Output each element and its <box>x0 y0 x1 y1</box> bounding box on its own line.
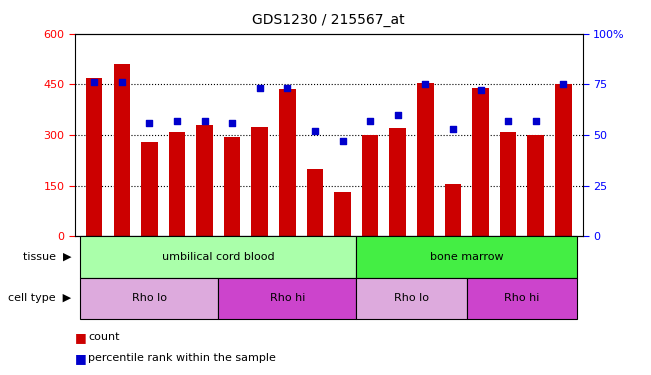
Point <box>475 87 486 93</box>
Point <box>144 120 154 126</box>
Bar <box>356 236 577 278</box>
Bar <box>467 278 577 319</box>
Bar <box>80 278 218 319</box>
Point <box>531 118 541 124</box>
Bar <box>86 78 102 236</box>
Text: count: count <box>88 333 119 342</box>
Text: percentile rank within the sample: percentile rank within the sample <box>88 353 276 363</box>
Point <box>337 138 348 144</box>
Point <box>365 118 376 124</box>
Text: umbilical cord blood: umbilical cord blood <box>162 252 275 262</box>
Text: Rho lo: Rho lo <box>394 293 429 303</box>
Point <box>448 126 458 132</box>
Bar <box>113 64 130 236</box>
Text: Rho hi: Rho hi <box>505 293 540 303</box>
Text: tissue  ▶: tissue ▶ <box>23 252 72 262</box>
Point <box>172 118 182 124</box>
Bar <box>334 192 351 236</box>
Bar <box>472 88 489 236</box>
Bar <box>527 135 544 236</box>
Bar <box>141 142 158 236</box>
Point <box>393 112 403 118</box>
Bar <box>417 83 434 236</box>
Point <box>503 118 514 124</box>
Point <box>227 120 238 126</box>
Bar <box>445 184 461 236</box>
Text: ■: ■ <box>75 352 87 364</box>
Text: cell type  ▶: cell type ▶ <box>8 293 72 303</box>
Point <box>282 86 292 92</box>
Point <box>255 86 265 92</box>
Point <box>199 118 210 124</box>
Bar <box>224 137 240 236</box>
Bar <box>356 278 467 319</box>
Bar <box>389 128 406 236</box>
Bar <box>279 90 296 236</box>
Bar <box>307 169 324 236</box>
Bar <box>555 84 572 236</box>
Bar <box>251 127 268 236</box>
Bar <box>197 125 213 236</box>
Point <box>117 80 127 86</box>
Text: GDS1230 / 215567_at: GDS1230 / 215567_at <box>253 13 405 27</box>
Point <box>89 80 100 86</box>
Point <box>420 81 430 87</box>
Bar <box>362 135 378 236</box>
Text: Rho lo: Rho lo <box>132 293 167 303</box>
Bar <box>80 236 356 278</box>
Bar <box>500 132 516 236</box>
Bar <box>218 278 356 319</box>
Text: Rho hi: Rho hi <box>270 293 305 303</box>
Text: ■: ■ <box>75 331 87 344</box>
Bar <box>169 132 186 236</box>
Point <box>310 128 320 134</box>
Text: bone marrow: bone marrow <box>430 252 504 262</box>
Point <box>558 81 568 87</box>
